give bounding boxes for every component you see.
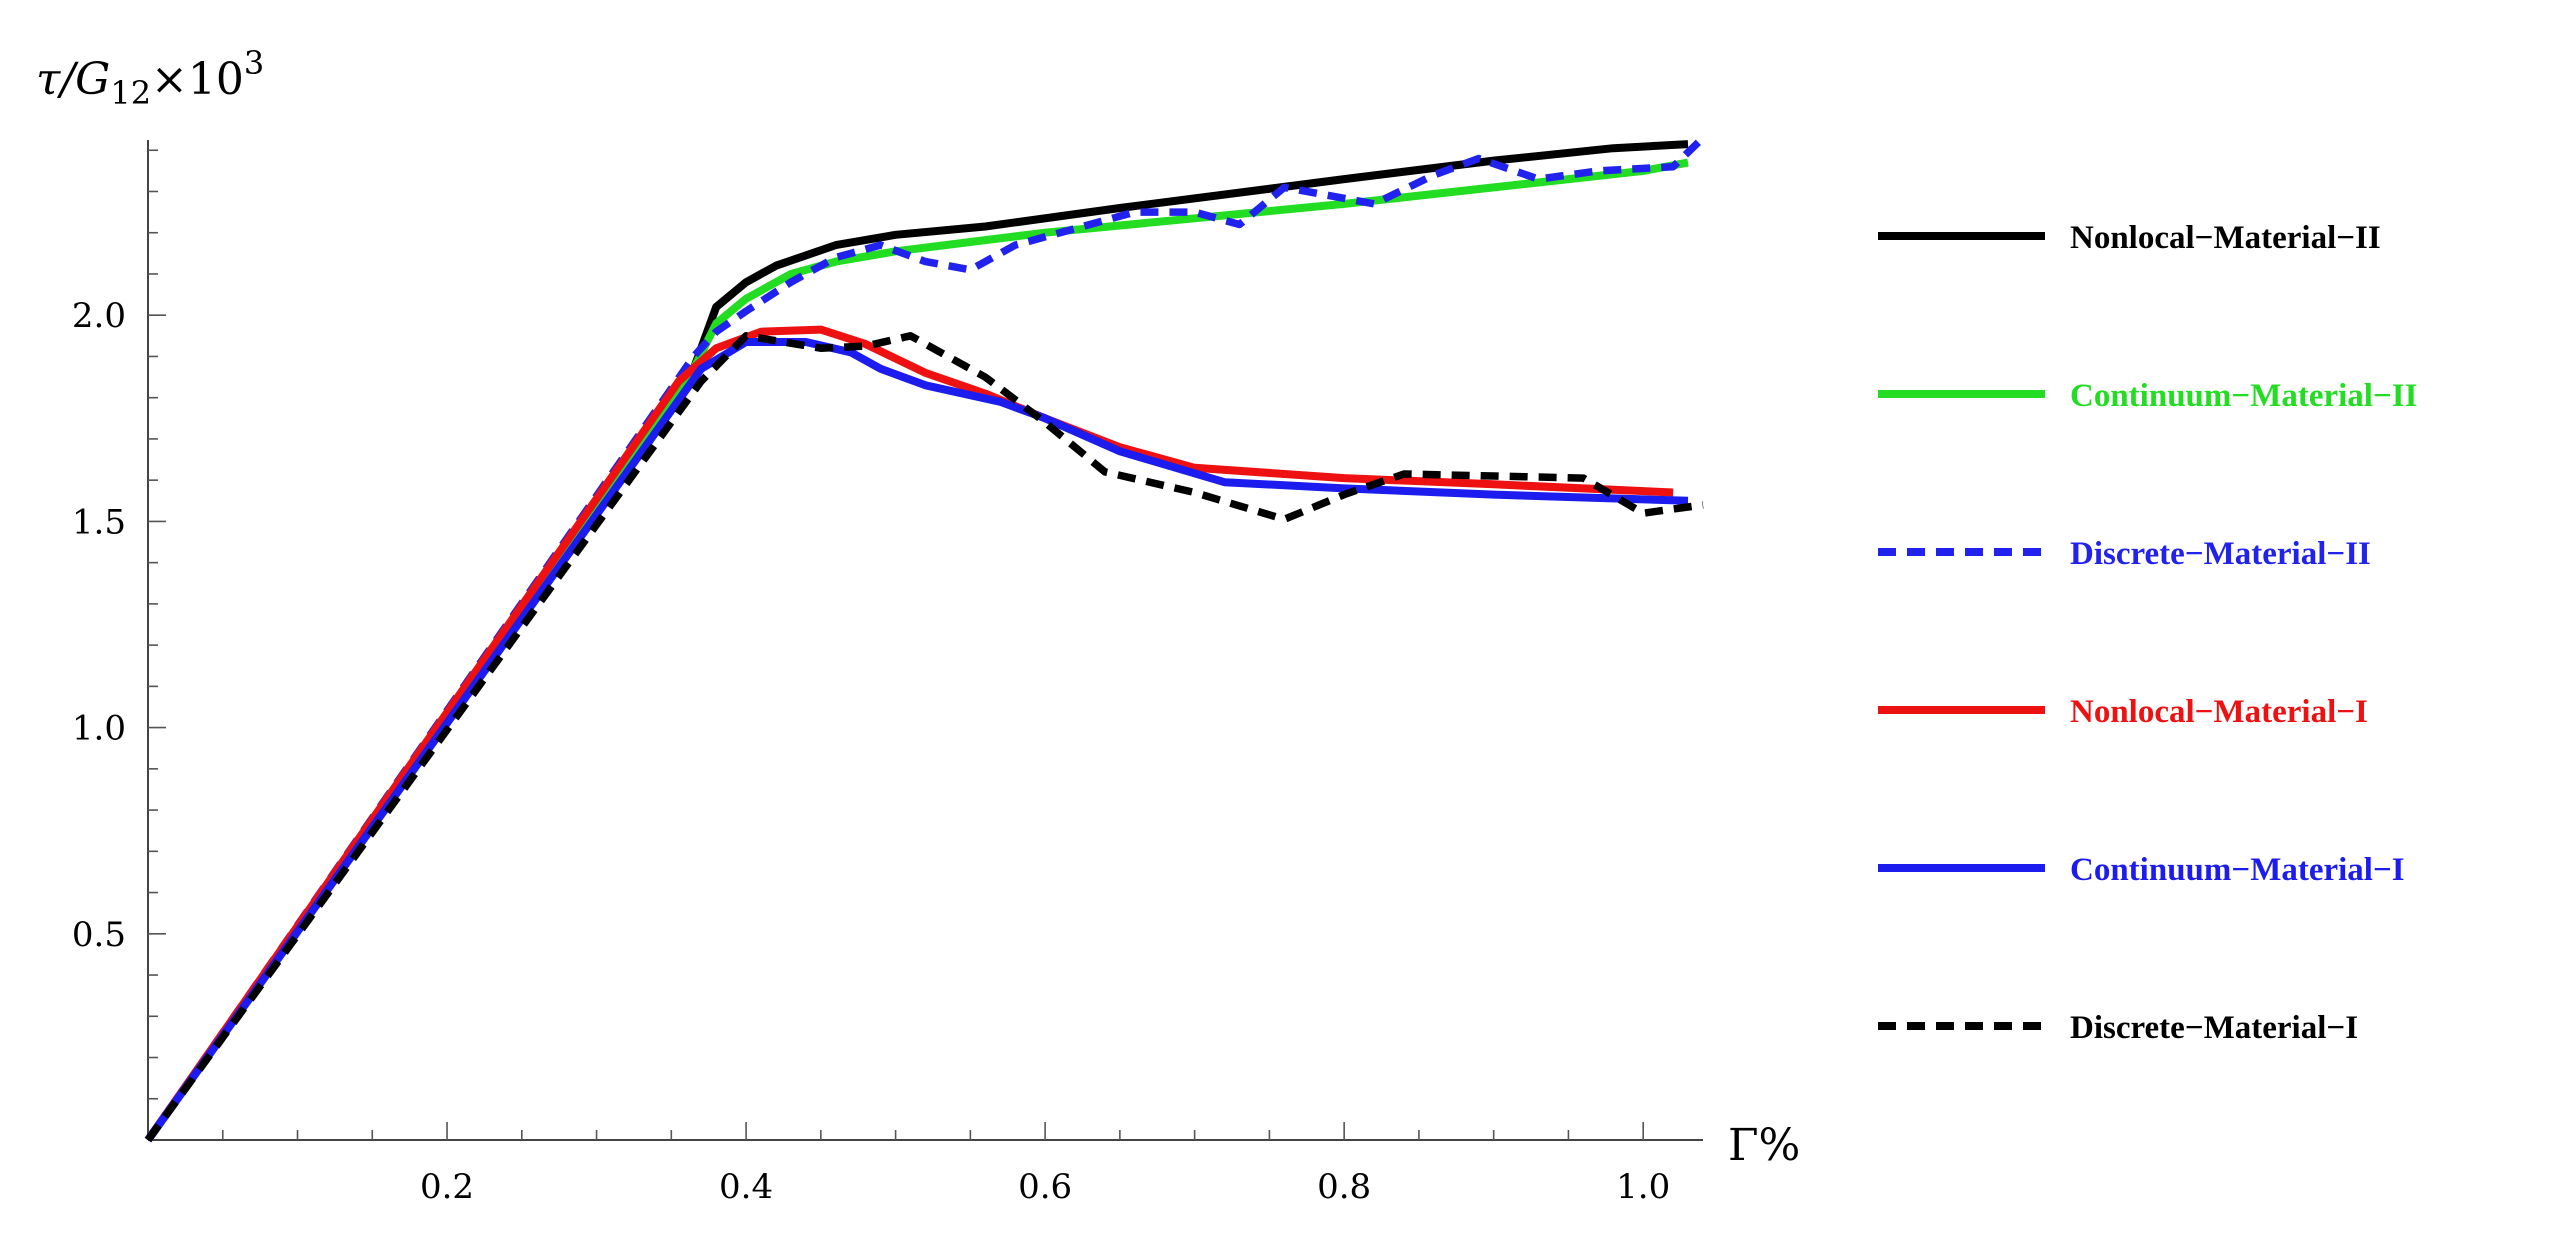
- y-axis-label-symbol: τ/G: [36, 54, 110, 105]
- x-tick-label: 0.6: [1018, 1167, 1072, 1207]
- series-line-4: [144, 325, 1674, 1143]
- legend-label: Continuum−Material−I: [2070, 852, 2405, 888]
- series-line-5: [144, 338, 1689, 1143]
- series-line-2: [144, 158, 1689, 1143]
- y-tick-label: 2.0: [72, 296, 126, 336]
- y-tick-label: 1.0: [72, 709, 126, 749]
- y-axis-label-superscript: 3: [244, 44, 264, 82]
- series-line-6: [144, 332, 1704, 1143]
- x-tick-label: 0.4: [719, 1167, 773, 1207]
- x-axis-label: Γ%: [1728, 1120, 1800, 1171]
- x-tick-label: 1.0: [1616, 1167, 1670, 1207]
- axes: 0.2 0.4 0.6 0.8 1.0 0.5 1.0 1.5 2.0: [72, 140, 1703, 1207]
- y-axis-label-times: ×10: [151, 54, 244, 105]
- legend-label: Discrete−Material−II: [2070, 536, 2371, 572]
- y-axis-label-subscript: 12: [110, 74, 151, 112]
- y-tick-label: 0.5: [72, 915, 126, 955]
- x-tick-label: 0.2: [420, 1167, 474, 1207]
- legend-label: Nonlocal−Material−II: [2070, 220, 2381, 256]
- legend-label: Continuum−Material−II: [2070, 378, 2417, 414]
- legend-label: Discrete−Material−I: [2070, 1010, 2358, 1046]
- legend: Nonlocal−Material−II Continuum−Material−I…: [1878, 220, 2417, 1046]
- series-line-1: [144, 140, 1689, 1143]
- y-axis-label: τ/G12×103: [36, 44, 264, 112]
- series-layer: [144, 135, 1706, 1143]
- legend-label: Nonlocal−Material−I: [2070, 694, 2368, 730]
- x-tick-label: 0.8: [1317, 1167, 1371, 1207]
- series-line-3: [144, 135, 1706, 1143]
- y-tick-label: 1.5: [72, 502, 126, 542]
